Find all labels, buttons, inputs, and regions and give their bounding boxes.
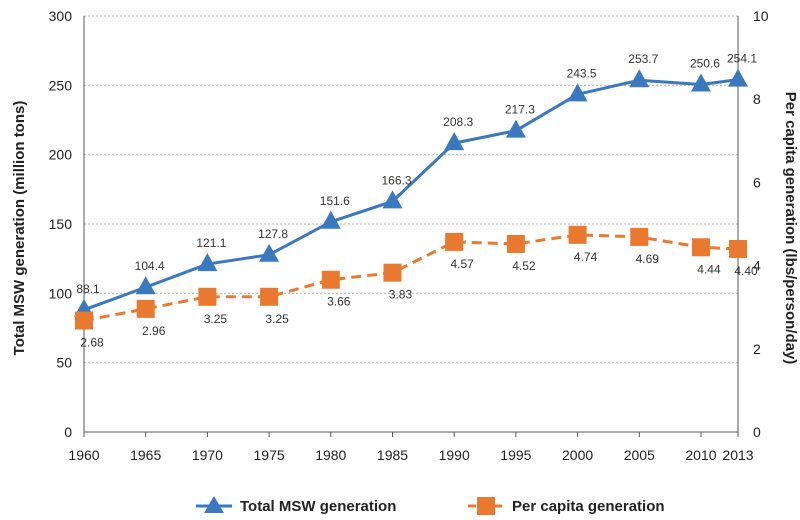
x-axis-ticks: 1960 1965 1970 1975 1980 1985 1990 1995 2000 2005… xyxy=(68,432,754,463)
total-msw-triangle-marker xyxy=(259,243,280,262)
x-tick-label: 1960 xyxy=(68,447,99,463)
right-tick-label: 0 xyxy=(753,424,761,440)
per-capita-square-marker xyxy=(136,299,155,318)
gridlines xyxy=(84,15,738,364)
total-msw-triangle-marker xyxy=(135,276,156,295)
left-tick-label: 100 xyxy=(49,285,73,301)
right-tick-label: 4 xyxy=(753,258,761,274)
total-msw-data-label: 88.1 xyxy=(76,282,100,296)
x-tick-label: 1980 xyxy=(315,447,346,463)
total-msw-data-label: 127.8 xyxy=(258,227,288,241)
per-capita-data-label: 4.44 xyxy=(697,262,721,276)
per-capita-data-label: 4.57 xyxy=(451,257,475,271)
x-tick-label: 1995 xyxy=(500,447,531,463)
legend-label-total: Total MSW generation xyxy=(240,498,396,515)
per-capita-square-marker xyxy=(321,270,340,289)
series-lines xyxy=(83,78,739,322)
total-msw-triangle-marker xyxy=(320,210,341,229)
per-capita-square-marker xyxy=(568,225,587,244)
right-axis-ticks: 0 2 4 6 8 10 xyxy=(753,8,769,440)
total-msw-data-label: 166.3 xyxy=(381,173,411,187)
x-tick-label: 1990 xyxy=(439,447,470,463)
x-tick-label: 1975 xyxy=(254,447,285,463)
total-msw-triangle-marker xyxy=(690,73,711,92)
right-tick-label: 2 xyxy=(753,341,761,357)
right-tick-label: 6 xyxy=(753,174,761,190)
x-tick-label: 2013 xyxy=(722,447,753,463)
per-capita-line xyxy=(83,233,739,322)
per-capita-data-label: 2.68 xyxy=(80,336,104,350)
x-tick-label: 2000 xyxy=(562,447,593,463)
left-axis-title: Total MSW generation (million tons) xyxy=(11,101,28,356)
total-msw-data-label: 121.1 xyxy=(196,236,226,250)
data-labels: 88.1 104.4 121.1 127.8 151.6 166.3 208.3 217.3 2… xyxy=(76,52,758,350)
total-msw-line xyxy=(83,78,739,312)
total-msw-data-label: 151.6 xyxy=(320,194,350,208)
per-capita-data-label: 4.40 xyxy=(734,264,758,278)
per-capita-square-marker xyxy=(260,287,279,306)
total-msw-triangle-marker xyxy=(197,253,218,272)
legend-square-icon xyxy=(477,497,495,515)
per-capita-square-marker xyxy=(75,311,93,330)
legend-item-total: Total MSW generation xyxy=(196,496,396,515)
x-tick-label: 2010 xyxy=(685,447,716,463)
per-capita-data-label: 3.83 xyxy=(389,288,413,302)
x-tick-label: 1970 xyxy=(192,447,223,463)
per-capita-square-marker xyxy=(383,263,402,282)
per-capita-data-label: 2.96 xyxy=(142,324,166,338)
left-tick-label: 50 xyxy=(56,355,72,371)
total-msw-data-label: 243.5 xyxy=(567,66,597,80)
total-msw-data-label: 104.4 xyxy=(135,259,165,273)
per-capita-data-label: 3.25 xyxy=(204,312,228,326)
total-msw-data-label: 217.3 xyxy=(505,103,535,117)
left-tick-label: 300 xyxy=(49,8,73,24)
right-tick-label: 8 xyxy=(753,91,761,107)
total-msw-triangle-marker xyxy=(382,190,403,209)
left-tick-label: 0 xyxy=(64,424,72,440)
total-msw-triangle-marker xyxy=(728,68,748,87)
total-msw-data-label: 253.7 xyxy=(628,52,658,66)
total-msw-data-label: 254.1 xyxy=(727,52,757,66)
right-tick-label: 10 xyxy=(753,8,769,24)
total-msw-data-label: 250.6 xyxy=(690,57,720,71)
per-capita-square-marker xyxy=(691,238,710,257)
per-capita-square-marker xyxy=(630,227,649,246)
per-capita-data-label: 4.69 xyxy=(636,252,660,266)
legend-label-per-capita: Per capita generation xyxy=(512,498,665,515)
left-tick-label: 250 xyxy=(49,77,73,93)
total-msw-triangle-marker xyxy=(567,83,588,102)
total-msw-data-label: 208.3 xyxy=(443,115,473,129)
right-axis-title: Per capita generation (lbs/person/day) xyxy=(782,92,799,365)
per-capita-data-label: 3.66 xyxy=(327,295,351,309)
left-axis-ticks: 0 50 100 150 200 250 300 xyxy=(49,8,73,440)
x-tick-label: 2005 xyxy=(624,447,655,463)
per-capita-square-marker xyxy=(445,232,464,251)
left-tick-label: 150 xyxy=(49,216,73,232)
x-tick-label: 1965 xyxy=(130,447,161,463)
legend: Total MSW generation Per capita generati… xyxy=(196,496,665,515)
total-msw-triangle-marker xyxy=(444,132,465,151)
legend-item-per-capita: Per capita generation xyxy=(468,497,665,515)
total-msw-triangle-marker xyxy=(629,69,650,88)
per-capita-data-label: 4.74 xyxy=(574,250,598,264)
legend-triangle-icon xyxy=(204,496,224,513)
series-markers xyxy=(74,68,748,330)
total-msw-triangle-marker xyxy=(505,119,526,138)
per-capita-data-label: 3.25 xyxy=(265,312,289,326)
per-capita-data-label: 4.52 xyxy=(512,259,536,273)
x-tick-label: 1985 xyxy=(377,447,408,463)
per-capita-square-marker xyxy=(729,239,747,258)
per-capita-square-marker xyxy=(506,234,525,253)
per-capita-square-marker xyxy=(198,287,217,306)
left-tick-label: 200 xyxy=(49,147,73,163)
